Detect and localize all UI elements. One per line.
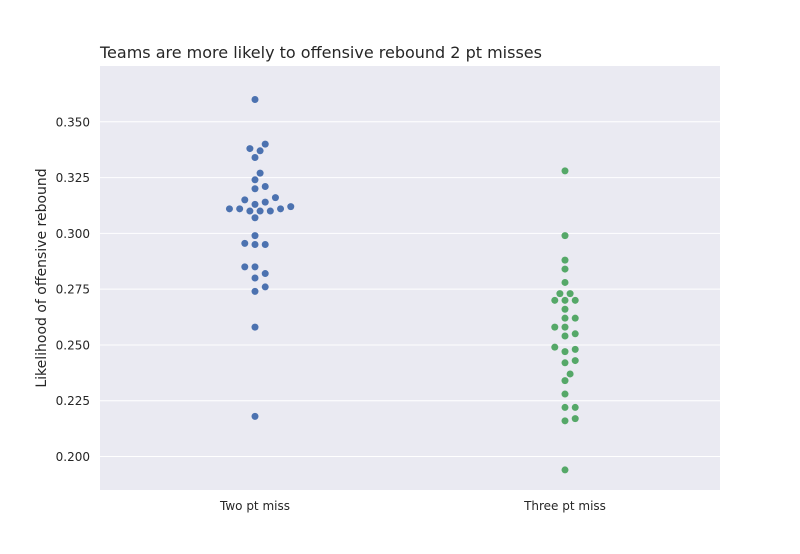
y-tick-label: 0.225 [56,394,90,408]
data-point [251,232,259,240]
data-point [571,314,579,322]
data-point [551,343,559,351]
data-point [551,296,559,304]
data-point [261,283,269,291]
x-tick-label: Two pt miss [219,499,290,513]
data-point [251,323,259,331]
data-point [561,278,569,286]
y-tick-label: 0.275 [56,283,90,297]
data-point [251,412,259,420]
chart-title: Teams are more likely to offensive rebou… [99,43,542,62]
data-point [241,263,249,271]
data-point [241,239,249,247]
data-point [256,207,264,215]
data-point [271,194,279,202]
data-point [571,330,579,338]
data-point [251,214,259,222]
data-point [251,176,259,184]
x-tick-labels: Two pt miss Three pt miss [219,499,606,513]
data-point [561,403,569,411]
y-tick-label: 0.350 [56,115,90,129]
y-tick-label: 0.300 [56,227,90,241]
data-point [556,290,564,298]
data-point [561,305,569,313]
data-point [251,95,259,103]
data-point [256,147,264,155]
y-axis-label: Likelihood of offensive rebound [34,168,50,387]
data-point [571,357,579,365]
gridlines [100,121,720,458]
data-point [261,241,269,249]
data-point [561,323,569,331]
data-point [241,196,249,204]
data-points [225,95,579,474]
data-point [561,256,569,264]
data-point [236,205,244,213]
data-point [561,314,569,322]
data-point [561,466,569,474]
data-point [566,290,574,298]
data-point [561,167,569,175]
data-point [246,145,254,153]
data-point [225,205,233,213]
data-point [561,232,569,240]
data-point [571,345,579,353]
data-point [561,377,569,385]
data-point [261,140,269,148]
data-point [561,359,569,367]
data-point [561,348,569,356]
data-point [251,274,259,282]
data-point [251,287,259,295]
data-point [561,332,569,340]
data-point [551,323,559,331]
data-point [287,203,295,211]
plot-area [100,66,720,490]
x-tick-label: Three pt miss [523,499,606,513]
data-point [251,263,259,271]
data-point [266,207,274,215]
data-point [571,296,579,304]
y-tick-label: 0.250 [56,338,90,352]
data-point [571,403,579,411]
data-point [251,185,259,193]
data-point [561,390,569,398]
data-point [251,153,259,161]
data-point [261,270,269,278]
data-point [256,169,264,177]
data-point [246,207,254,215]
data-point [261,198,269,206]
data-point [251,200,259,208]
data-point [561,296,569,304]
data-point [561,417,569,425]
data-point [277,205,285,213]
y-tick-label: 0.325 [56,171,90,185]
y-tick-label: 0.200 [56,450,90,464]
y-tick-labels: 0.200 0.225 0.250 0.275 0.300 0.325 0.350 [56,115,90,464]
data-point [251,241,259,249]
data-point [261,183,269,191]
data-point [571,415,579,423]
data-point [561,265,569,273]
data-point [566,370,574,378]
